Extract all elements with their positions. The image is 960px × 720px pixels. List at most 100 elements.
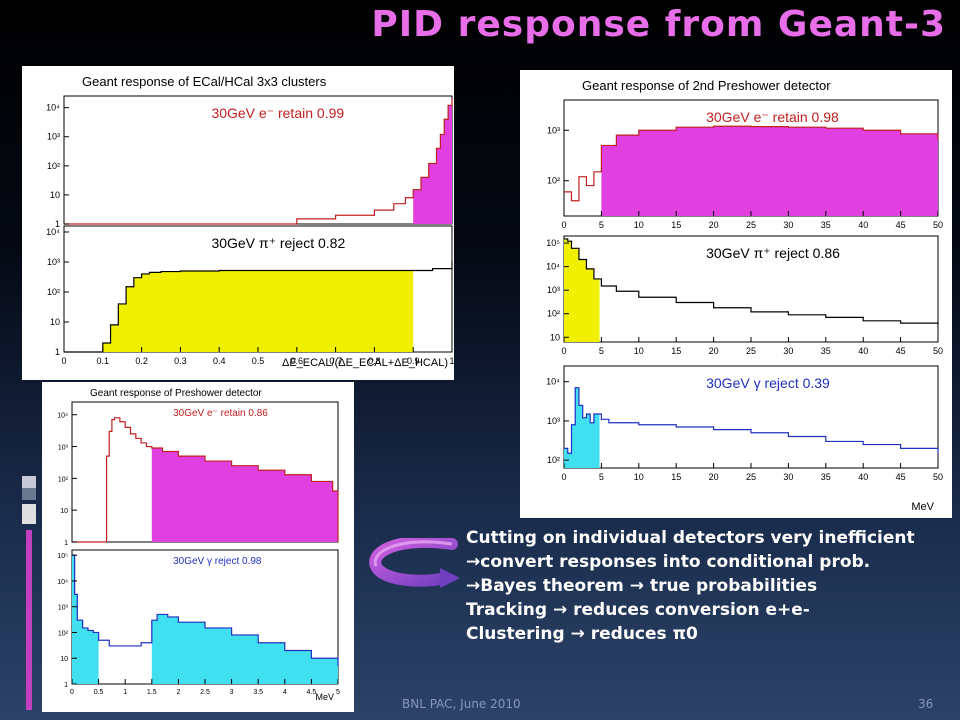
x-tick-label: 5	[599, 220, 604, 230]
y-tick-label: 10³	[47, 132, 60, 142]
subplot: 1 10 10² 10³ 10⁴ 30GeV e⁻ retain 0.86	[57, 401, 339, 547]
x-tick-label: 35	[821, 220, 831, 230]
x-tick-label: 5	[599, 472, 604, 482]
series-label: 30GeV e⁻ retain 0.86	[173, 408, 268, 419]
x-tick-label: 4.5	[307, 689, 317, 696]
y-tick-label: 10³	[47, 257, 60, 267]
x-tick-label: 10	[634, 220, 644, 230]
x-tick-label: 0	[561, 220, 566, 230]
chart-title: Geant response of 2nd Preshower detector	[582, 78, 831, 93]
note-item: Tracking → reduces conversion e+e-	[466, 600, 810, 620]
x-tick-label: 10	[634, 346, 644, 356]
x-tick-label: 0.8	[368, 356, 381, 366]
y-tick-label: 10⁴	[46, 227, 60, 237]
y-tick-label: 10⁴	[546, 377, 560, 387]
filled-region	[564, 387, 600, 468]
x-tick-label: 25	[746, 346, 756, 356]
series-label: 30GeV e⁻ retain 0.99	[211, 105, 344, 121]
filled-region	[72, 555, 99, 684]
filled-region	[601, 126, 938, 216]
y-tick-label: 10⁴	[57, 413, 68, 420]
x-tick-label: 20	[709, 472, 719, 482]
x-tick-label: 15	[671, 220, 681, 230]
y-tick-label: 10	[50, 317, 60, 327]
x-tick-label: 0	[561, 346, 566, 356]
chart-title: Geant response of Preshower detector	[90, 388, 262, 399]
curved-arrow-icon	[369, 538, 460, 588]
y-tick-label: 1	[64, 682, 68, 689]
x-tick-label: 40	[858, 472, 868, 482]
y-tick-label: 10²	[547, 455, 560, 465]
x-tick-label: 35	[821, 472, 831, 482]
y-tick-label: 10⁴	[546, 262, 560, 272]
y-tick-label: 10²	[58, 476, 69, 483]
x-tick-label: 1	[123, 689, 127, 696]
y-tick-label: 10	[60, 656, 68, 663]
x-tick-label: 50	[933, 346, 943, 356]
x-tick-label: 3	[230, 689, 234, 696]
x-tick-label: 40	[858, 220, 868, 230]
filled-region	[564, 238, 600, 342]
subplot: 1 10 10² 10³ 10⁴ 10⁵ 30GeV γ reject 0.98 0 0.5 1 1…	[57, 549, 340, 696]
y-tick-label: 10²	[547, 309, 560, 319]
chart-title: Geant response of ECal/HCal 3x3 clusters	[82, 74, 327, 89]
page-number: 36	[918, 697, 934, 711]
series-label: 30GeV π⁺ reject 0.86	[706, 245, 840, 261]
preshower-chart: Geant response of Preshower detector1101…	[57, 388, 340, 702]
x-tick-label: 0.5	[252, 356, 265, 366]
series-line	[72, 417, 339, 543]
x-tick-label: 15	[671, 346, 681, 356]
y-tick-label: 10²	[47, 161, 60, 171]
chart-panel-2nd-preshower: Geant response of 2nd Preshower detector…	[520, 70, 952, 518]
x-tick-label: 5	[599, 346, 604, 356]
x-tick-label: 2.5	[200, 689, 210, 696]
y-tick-label: 10³	[547, 125, 560, 135]
y-tick-label: 10²	[58, 630, 69, 637]
x-tick-label: 0.5	[94, 689, 104, 696]
y-tick-label: 10	[60, 508, 68, 515]
y-tick-label: 10³	[58, 445, 69, 452]
x-tick-label: 0.7	[329, 356, 342, 366]
filled-region	[413, 98, 452, 224]
y-tick-label: 10⁵	[546, 238, 560, 248]
x-tick-label: 50	[933, 472, 943, 482]
x-tick-label: 45	[896, 472, 906, 482]
filled-region	[151, 614, 338, 684]
x-tick-label: 5	[336, 689, 340, 696]
note-item: Clustering → reduces π0	[466, 624, 698, 644]
subplot: 1 10 10² 10³ 10⁴ 30GeV e⁻ retain 0.99	[46, 95, 453, 229]
series-line	[564, 125, 939, 202]
y-tick-label: 10⁴	[46, 103, 60, 113]
subplot: 10² 10³ 30GeV e⁻ retain 0.98 0 5 10 15 20 25 30 35…	[547, 99, 943, 230]
x-tick-label: 2	[176, 689, 180, 696]
slide-title: PID response from Geant-3	[371, 4, 946, 45]
x-axis-label: MeV	[315, 692, 334, 702]
y-tick-label: 10²	[547, 176, 560, 186]
second-preshower-chart: Geant response of 2nd Preshower detector…	[546, 78, 943, 513]
x-tick-label: 20	[709, 220, 719, 230]
x-tick-label: 30	[783, 220, 793, 230]
series-line	[564, 387, 939, 454]
ecal-hcal-chart: Geant response of ECal/HCal 3x3 clusters…	[46, 74, 454, 369]
x-tick-label: 1	[449, 356, 454, 366]
y-tick-label: 1	[55, 219, 60, 229]
x-tick-label: 0.3	[174, 356, 187, 366]
x-axis-label: ΔE_ECAL/(ΔE_ECAL+ΔE_HCAL)	[282, 357, 448, 369]
y-tick-label: 10³	[547, 285, 560, 295]
chart-panel-ecal-hcal: Geant response of ECal/HCal 3x3 clusters…	[22, 66, 454, 380]
subplot: 1 10 10² 10³ 10⁴ 30GeV π⁺ reject 0.82 0 0.1 0.2 0…	[46, 225, 454, 366]
x-tick-label: 0	[61, 356, 66, 366]
x-tick-label: 35	[821, 346, 831, 356]
note-item: Cutting on individual detectors very ine…	[466, 528, 915, 548]
y-tick-label: 10	[50, 190, 60, 200]
x-tick-label: 0	[70, 689, 74, 696]
y-tick-label: 10	[550, 332, 560, 342]
chart-panel-preshower: Geant response of Preshower detector 1 10 1…	[42, 382, 354, 712]
note-item: →convert responses into conditional prob…	[466, 552, 871, 572]
x-tick-label: 25	[746, 220, 756, 230]
x-tick-label: 0.2	[135, 356, 148, 366]
x-tick-label: 0	[561, 472, 566, 482]
x-tick-label: 3.5	[253, 689, 263, 696]
y-tick-label: 10⁵	[57, 553, 68, 560]
series-label: 30GeV π⁺ reject 0.82	[211, 235, 345, 251]
